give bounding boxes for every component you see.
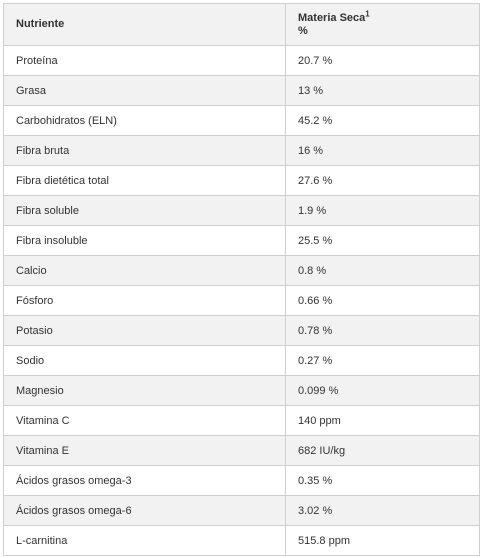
table-row: Grasa 13 % [3,75,480,106]
nutrient-cell: Vitamina C [3,405,286,436]
header-nutrient-label: Nutriente [16,18,65,30]
value-cell: 0.8 % [285,255,480,286]
nutrient-cell: Calcio [3,255,286,286]
table-row: Ácidos grasos omega-3 0.35 % [3,465,480,496]
table-row: Calcio 0.8 % [3,255,480,286]
value-cell: 3.02 % [285,495,480,526]
nutrient-cell: Fibra dietética total [3,165,286,196]
value-cell: 1.9 % [285,195,480,226]
table-row: Sodio 0.27 % [3,345,480,376]
nutrition-table-container: Nutriente Materia Seca1% Proteína 20.7 % … [3,3,480,556]
table-row: Magnesio 0.099 % [3,375,480,406]
nutrient-cell: Carbohidratos (ELN) [3,105,286,136]
table-row: Vitamina C 140 ppm [3,405,480,436]
value-cell: 0.66 % [285,285,480,316]
value-cell: 13 % [285,75,480,106]
value-cell: 27.6 % [285,165,480,196]
header-nutrient: Nutriente [3,3,286,46]
value-cell: 45.2 % [285,105,480,136]
table-row: Potasio 0.78 % [3,315,480,346]
value-cell: 0.27 % [285,345,480,376]
value-cell: 25.5 % [285,225,480,256]
table-row: L-carnitina 515.8 ppm [3,525,480,556]
nutrient-cell: Ácidos grasos omega-6 [3,495,286,526]
nutrient-cell: Vitamina E [3,435,286,466]
nutrition-table: Nutriente Materia Seca1% Proteína 20.7 % … [3,3,480,556]
header-row: Nutriente Materia Seca1% [3,3,480,46]
table-row: Fósforo 0.66 % [3,285,480,316]
table-body: Proteína 20.7 % Grasa 13 % Carbohidratos (… [3,45,480,556]
header-dry-matter-label: Materia Seca [298,11,366,24]
nutrient-cell: Potasio [3,315,286,346]
nutrient-cell: Ácidos grasos omega-3 [3,465,286,496]
value-cell: 0.099 % [285,375,480,406]
table-row: Ácidos grasos omega-6 3.02 % [3,495,480,526]
nutrient-cell: Fibra bruta [3,135,286,166]
value-cell: 682 IU/kg [285,435,480,466]
value-cell: 16 % [285,135,480,166]
table-row: Fibra insoluble 25.5 % [3,225,480,256]
value-cell: 0.78 % [285,315,480,346]
value-cell: 140 ppm [285,405,480,436]
nutrient-cell: L-carnitina [3,525,286,556]
table-row: Fibra soluble 1.9 % [3,195,480,226]
table-row: Carbohidratos (ELN) 45.2 % [3,105,480,136]
value-cell: 0.35 % [285,465,480,496]
nutrient-cell: Sodio [3,345,286,376]
table-row: Proteína 20.7 % [3,45,480,76]
nutrient-cell: Fibra soluble [3,195,286,226]
table-header: Nutriente Materia Seca1% [3,3,480,46]
value-cell: 20.7 % [285,45,480,76]
header-dry-matter: Materia Seca1% [285,3,480,46]
nutrient-cell: Proteína [3,45,286,76]
header-dry-matter-unit: % [298,24,308,37]
nutrient-cell: Fósforo [3,285,286,316]
nutrient-cell: Grasa [3,75,286,106]
nutrient-cell: Magnesio [3,375,286,406]
table-row: Vitamina E 682 IU/kg [3,435,480,466]
nutrient-cell: Fibra insoluble [3,225,286,256]
header-dry-matter-footnote: 1 [365,8,370,18]
value-cell: 515.8 ppm [285,525,480,556]
table-row: Fibra dietética total 27.6 % [3,165,480,196]
table-row: Fibra bruta 16 % [3,135,480,166]
